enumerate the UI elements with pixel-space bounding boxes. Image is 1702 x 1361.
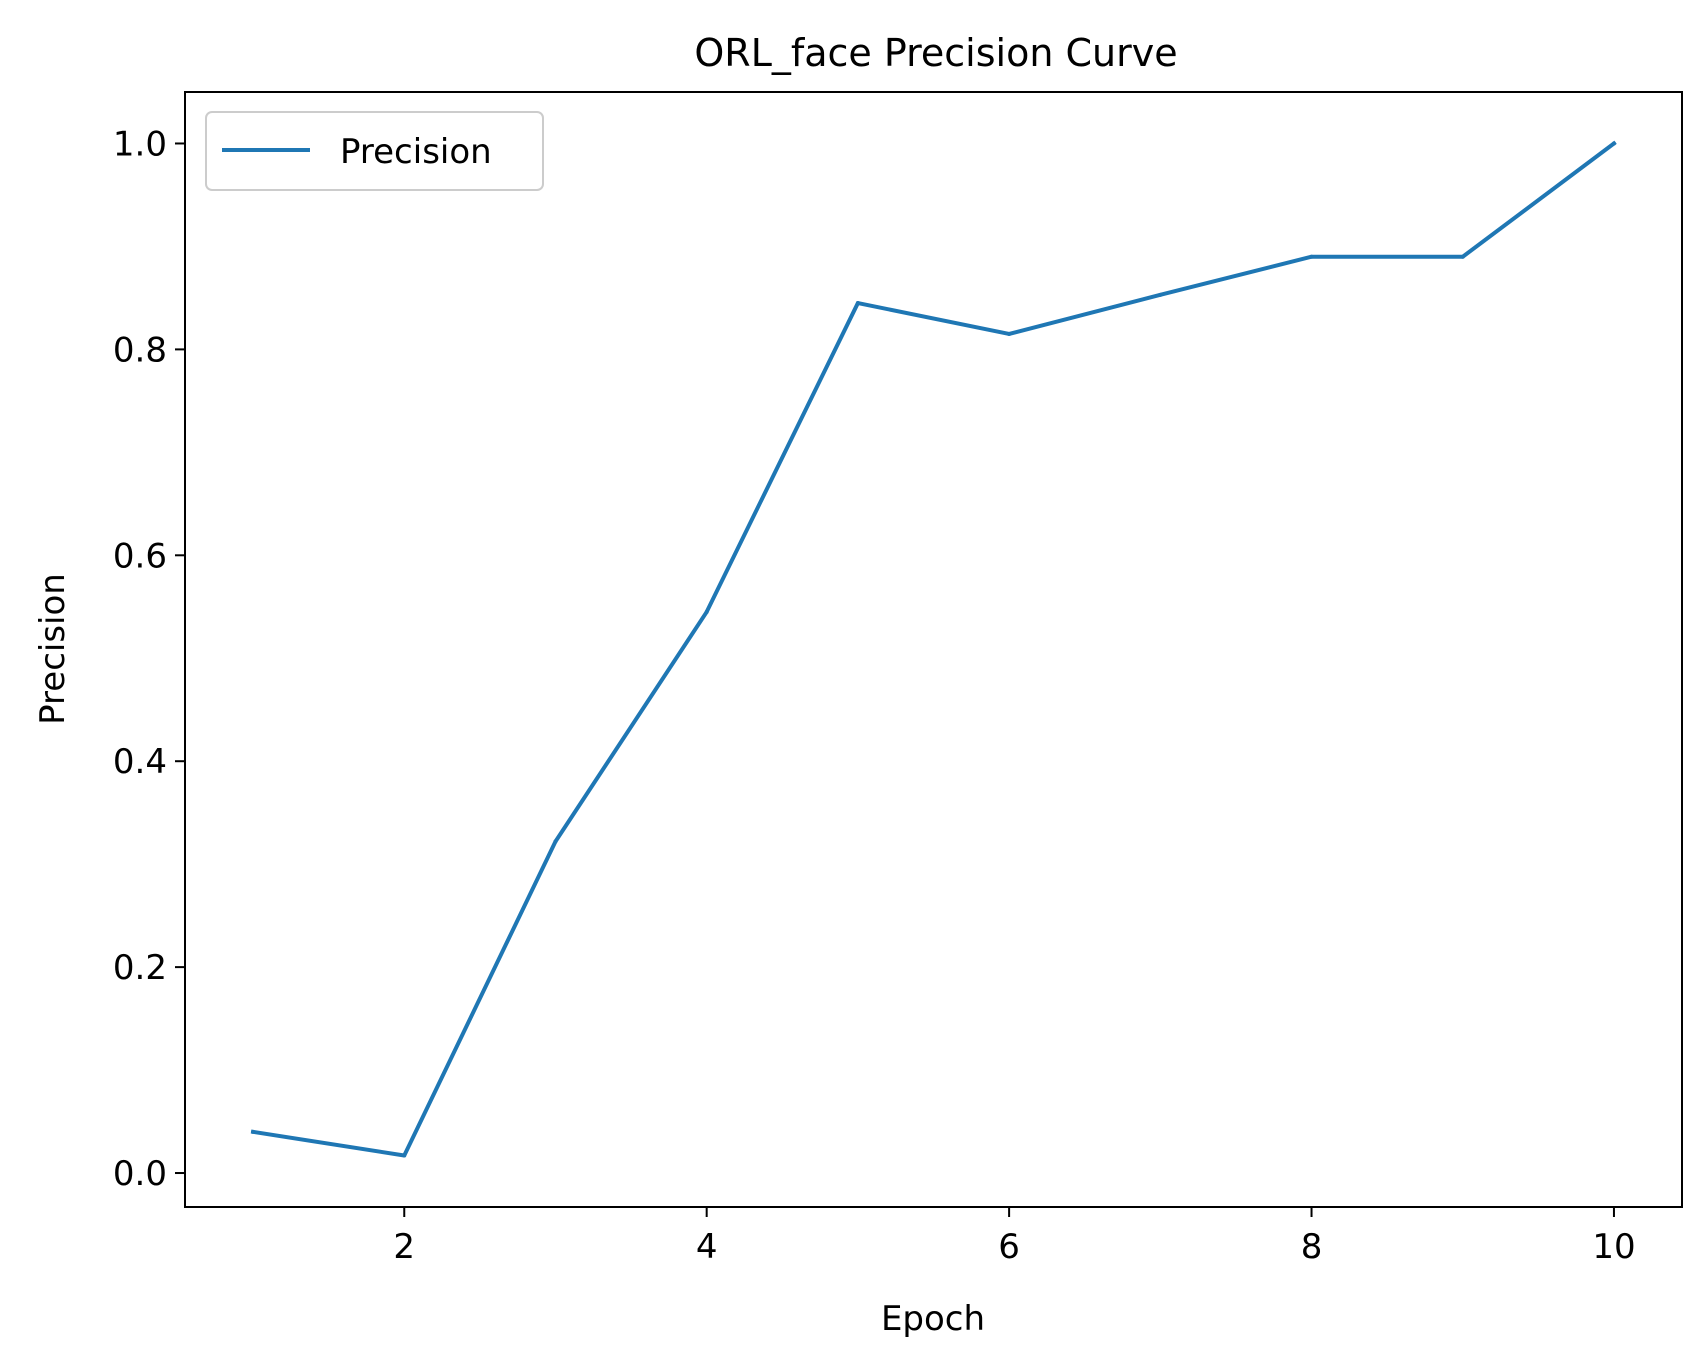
data-point [553,839,558,844]
axes-layer [184,91,1683,1208]
series-layer [250,140,1617,1158]
data-point [1158,292,1163,297]
data-point [1309,254,1314,259]
data-point [402,1153,407,1158]
data-point [1460,254,1465,259]
data-point [704,609,709,614]
y-tick-label: 0.4 [113,742,167,782]
series-line-precision [250,140,1617,1158]
legend: Precision [205,111,544,191]
legend-label-precision: Precision [340,132,492,172]
legend-box [205,111,544,191]
y-tick-label: 0.6 [113,536,167,576]
data-point [855,301,860,306]
x-tick-label: 2 [393,1227,415,1267]
y-tick-label: 0.8 [113,330,167,370]
axes-frame [184,91,1683,1208]
plot-area [185,92,1682,1207]
chart-title: ORL_face Precision Curve [694,31,1177,75]
x-tick-label: 10 [1592,1227,1635,1267]
data-point [251,1129,256,1134]
y-axis-label: Precision [33,573,73,725]
x-ticks: 2 4 6 8 10 [393,1207,1636,1267]
data-point [1007,331,1012,336]
x-tick-label: 6 [998,1227,1020,1267]
plot-background [185,92,1682,1207]
y-ticks: 0.0 0.2 0.4 0.6 0.8 1.0 [113,124,185,1194]
x-tick-label: 4 [696,1227,718,1267]
x-axis-label: Epoch [881,1299,985,1339]
x-tick-label: 8 [1301,1227,1323,1267]
y-tick-label: 1.0 [113,124,167,164]
y-tick-label: 0.2 [113,948,167,988]
data-point [1611,141,1616,146]
y-tick-label: 0.0 [113,1154,167,1194]
